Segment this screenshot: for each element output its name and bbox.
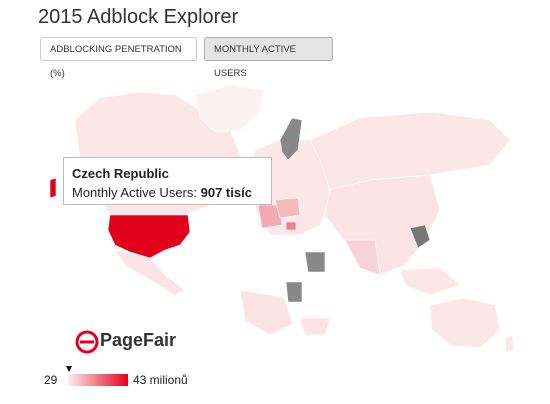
tooltip-value: 907 tisíc — [200, 185, 252, 200]
legend-gradient — [68, 374, 128, 386]
tooltip-country: Czech Republic — [72, 166, 169, 181]
legend-marker — [66, 366, 72, 372]
legend-min: 29 — [44, 373, 58, 387]
title: 2015 Adblock Explorer — [38, 6, 239, 28]
tooltip: Czech Republic Monthly Active Users: 907… — [63, 157, 272, 205]
tooltip-label: Monthly Active Users: — [72, 185, 197, 200]
legend-max: 43 milionů — [133, 373, 188, 387]
logo-text: PageFair — [100, 330, 177, 350]
logo-icon — [75, 330, 99, 354]
tab-button[interactable]: MONTHLY ACTIVE USERS — [204, 37, 333, 79]
tab-button[interactable]: ADBLOCKING PENETRATION (%) — [40, 37, 197, 79]
